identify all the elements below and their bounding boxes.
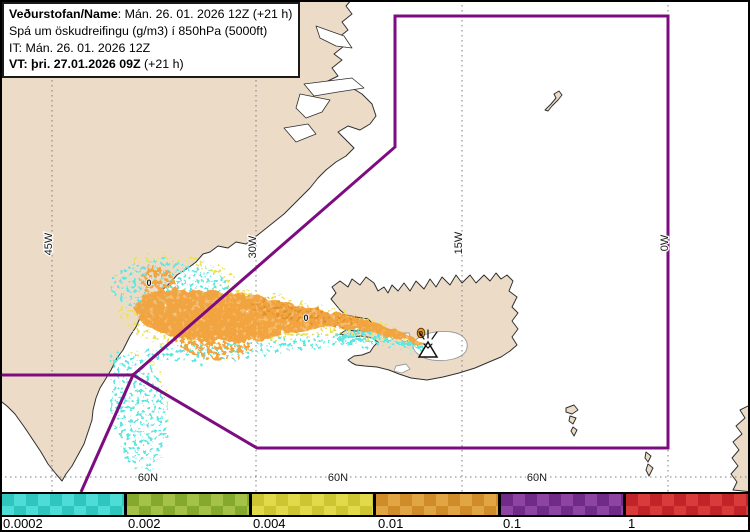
colorbar-label-3: 0.004 [253, 516, 286, 531]
info-line-initial-time: IT: Mán. 26. 01. 2026 12Z [9, 40, 151, 55]
faroe-islands [565, 404, 579, 437]
valid-time: VT: þri. 27.01.2026 09Z [9, 57, 141, 72]
meridian-label-0w: 0W [659, 234, 671, 251]
colorbar-segment-5 [499, 492, 626, 517]
info-box: Veðurstofan/Name: Mán. 26. 01. 2026 12Z … [2, 2, 301, 79]
colorbar-segment-3 [249, 492, 376, 517]
contour-label-0-mid: 0 [303, 313, 308, 323]
contour-label-0-west: 0 [146, 278, 151, 288]
shetland-islands [644, 451, 654, 477]
colorbar-segment-1 [0, 492, 126, 517]
fjord [303, 77, 365, 97]
valid-time-offset: (+21 h) [140, 57, 184, 72]
info-line-description: Spá um öskudreifingu (g/m3) í 850hPa (50… [9, 23, 268, 38]
ash-plume-orange-blob [172, 306, 258, 359]
fjord [295, 93, 331, 119]
jan-mayen-island [544, 90, 563, 112]
info-line-valid-time: VT: þri. 27.01.2026 09Z (+21 h) [9, 56, 292, 73]
parallel-label-60n-3: 60N [527, 472, 547, 484]
colorbar-label-4: 0.01 [378, 516, 404, 531]
norway-coast [730, 404, 750, 492]
ash-plume-dark-accent [250, 300, 362, 328]
product-label: Veðurstofan/Name [9, 7, 118, 21]
contour-label-0-source: 0 [419, 329, 423, 338]
colorbar-label-1: 0.0002 [3, 516, 43, 531]
ash-plume-cyan-band [332, 329, 428, 351]
colorbar-labels: 0.0002 0.002 0.004 0.01 0.1 1 [0, 516, 750, 532]
meridian-label-45w: 45W [43, 232, 55, 255]
myrdalsjokull-glacier [393, 363, 411, 374]
fjord [283, 123, 317, 143]
colorbar-segment-6 [624, 492, 750, 517]
volcano-icon [417, 329, 439, 358]
info-line-product: Veðurstofan/Name: Mán. 26. 01. 2026 12Z … [9, 6, 292, 23]
colorbar-segment-2 [124, 492, 251, 517]
meridian-label-30w: 30W [247, 235, 259, 258]
colorbar-label-5: 0.1 [503, 516, 522, 531]
map: 45W 30W 15W 0W 60N 60N 60N 0 0 0 [0, 0, 750, 492]
colorbar-label-6: 1 [628, 516, 636, 531]
ash-plume-cyan-strip-south [112, 352, 167, 470]
colorbar: 0.0002 0.002 0.004 0.01 0.1 1 [0, 492, 750, 532]
colorbar-swatches [0, 492, 750, 517]
colorbar-label-2: 0.002 [128, 516, 161, 531]
ash-plume-orange-blob-north [139, 267, 176, 296]
fjord [315, 25, 353, 49]
product-run-time: : Mán. 26. 01. 2026 12Z (+21 h) [117, 7, 293, 21]
fir-boundary [0, 14, 670, 492]
meridian-label-15w: 15W [453, 231, 465, 254]
colorbar-segment-4 [374, 492, 501, 517]
parallel-label-60n-2: 60N [328, 472, 348, 484]
parallel-label-60n-1: 60N [138, 472, 158, 484]
source-contour: 0 [416, 327, 426, 339]
